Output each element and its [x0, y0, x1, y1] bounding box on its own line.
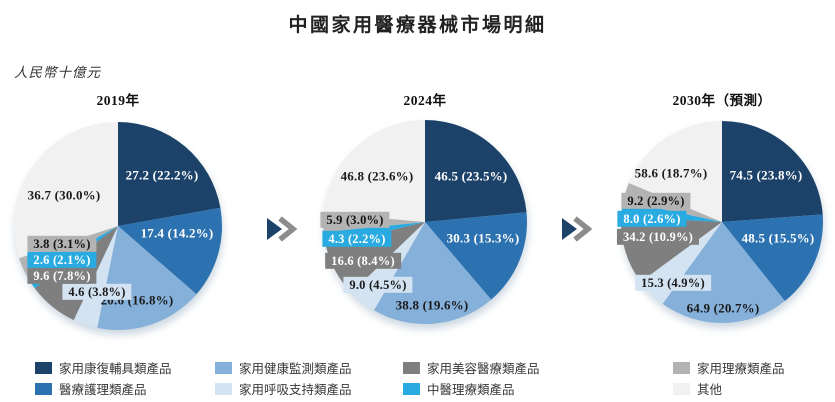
slice-label: 58.6 (18.7%)	[634, 165, 708, 181]
pie-slice	[722, 214, 823, 302]
pie-slice	[118, 207, 222, 295]
legend-label: 家用呼吸支持類產品	[239, 383, 352, 397]
slice-label: 9.0 (4.5%)	[343, 276, 413, 294]
unit-label: 人民幣十億元	[14, 65, 101, 80]
legend-item: 中醫理療類產品	[403, 379, 515, 398]
legend-label: 家用美容醫療類產品	[427, 362, 540, 376]
legend-item: 家用呼吸支持類產品	[215, 379, 352, 398]
slice-label: 3.8 (3.1%)	[27, 235, 97, 253]
pie-slice	[13, 122, 118, 259]
pie-year-label: 2019年	[96, 93, 140, 108]
legend-swatch	[673, 361, 690, 374]
arrow-right-icon	[267, 216, 298, 242]
slice-label: 4.6 (3.8%)	[62, 283, 132, 301]
legend-item: 家用康復輔具類產品	[35, 358, 172, 377]
pie-slice	[662, 222, 785, 323]
legend-item: 家用健康監測類產品	[215, 358, 352, 377]
slice-label: 64.9 (20.7%)	[686, 300, 760, 316]
arrow-right-icon	[562, 216, 593, 242]
pie-slice	[425, 212, 527, 300]
legend-label: 中醫理療類產品	[427, 383, 515, 397]
legend-swatch	[673, 382, 690, 395]
slice-label: 4.3 (2.2%)	[322, 230, 392, 248]
legend-label: 醫療護理類產品	[59, 383, 147, 397]
pie-slice	[97, 226, 197, 330]
slice-label: 9.2 (2.9%)	[621, 192, 691, 210]
legend-label: 家用康復輔具類產品	[59, 362, 172, 376]
legend-label: 家用理療類產品	[697, 362, 785, 376]
legend-item: 其他	[673, 379, 722, 398]
pie-slice	[722, 121, 823, 222]
legend-label: 其他	[697, 383, 723, 397]
legend-label: 家用健康監測類產品	[239, 362, 352, 376]
slice-label: 5.9 (3.0%)	[320, 211, 390, 229]
slice-label: 8.0 (2.6%)	[617, 210, 687, 228]
legend-swatch	[215, 382, 232, 395]
slice-label: 9.6 (7.8%)	[27, 267, 97, 285]
legend-swatch	[403, 382, 420, 395]
pie-slice	[628, 121, 722, 222]
legend-item: 家用美容醫療類產品	[403, 358, 540, 377]
slice-label: 46.8 (23.6%)	[340, 168, 414, 184]
pie-year-label: 2030年（預測）	[672, 93, 772, 108]
pie-slice	[118, 122, 221, 226]
pie-year-label: 2024年	[403, 93, 447, 108]
slice-label: 15.3 (4.9%)	[635, 274, 711, 292]
slice-label: 48.5 (15.5%)	[741, 230, 815, 246]
legend-swatch	[35, 382, 52, 395]
pie-slice	[373, 222, 492, 325]
legend-swatch	[403, 361, 420, 374]
pie-chart	[13, 122, 222, 330]
legend-swatch	[215, 361, 232, 374]
legend-item: 家用理療類產品	[673, 358, 785, 377]
slice-label: 17.4 (14.2%)	[140, 225, 214, 241]
slice-label: 38.8 (19.6%)	[395, 297, 469, 313]
slice-label: 30.3 (15.3%)	[446, 230, 520, 246]
slice-label: 74.5 (23.8%)	[729, 167, 803, 183]
pie-slice	[323, 120, 425, 222]
slice-label: 36.7 (30.0%)	[27, 187, 101, 203]
slice-label: 34.2 (10.9%)	[616, 228, 700, 246]
legend-item: 醫療護理類產品	[35, 379, 147, 398]
pie-slice	[425, 120, 527, 222]
legend-swatch	[35, 361, 52, 374]
slice-label: 46.5 (23.5%)	[434, 168, 508, 184]
slice-label: 16.6 (8.4%)	[325, 252, 401, 270]
slice-label: 2.6 (2.1%)	[27, 251, 97, 269]
slice-label: 27.2 (22.2%)	[125, 167, 199, 183]
chart-title: 中國家用醫療器械市場明細	[288, 15, 547, 36]
